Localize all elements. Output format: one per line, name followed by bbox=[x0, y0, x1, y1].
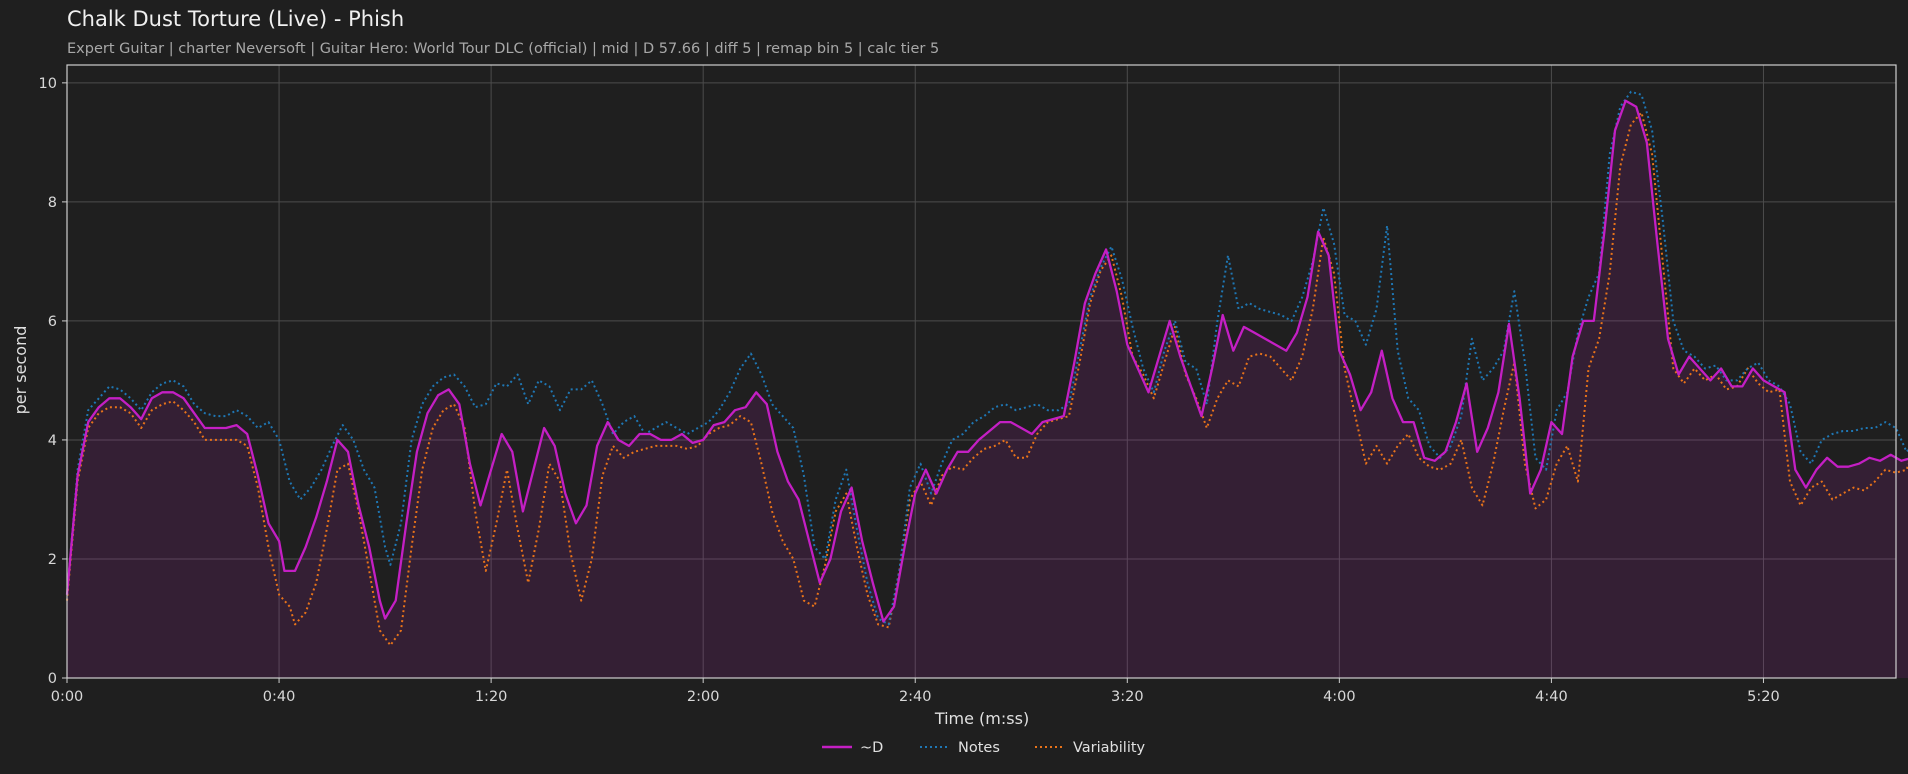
x-axis-label: Time (m:ss) bbox=[934, 709, 1029, 728]
x-tick-label: 1:20 bbox=[475, 689, 508, 705]
x-tick-label: 0:00 bbox=[51, 689, 84, 705]
y-tick-label: 2 bbox=[48, 552, 57, 568]
y-tick-label: 4 bbox=[48, 433, 57, 449]
legend-label: Variability bbox=[1073, 740, 1146, 756]
x-axis-ticks: 0:00 0:40 1:20 2:00 2:40 3:20 4:00 4:40 5:20 bbox=[51, 678, 1780, 705]
x-tick-label: 3:20 bbox=[1111, 689, 1144, 705]
x-tick-label: 0:40 bbox=[263, 689, 296, 705]
x-tick-label: 5:20 bbox=[1747, 689, 1780, 705]
x-tick-label: 2:40 bbox=[899, 689, 932, 705]
chart-title: Chalk Dust Torture (Live) - Phish bbox=[67, 7, 405, 31]
legend-item-variability: Variability bbox=[1035, 740, 1146, 756]
plot-frame bbox=[66, 64, 1897, 679]
y-axis-label: per second bbox=[11, 326, 30, 415]
legend-label: ~D bbox=[860, 740, 883, 756]
series-line-notes bbox=[66, 90, 1908, 626]
series-fill-d bbox=[67, 100, 1908, 678]
legend-item-notes: Notes bbox=[920, 740, 1000, 756]
y-tick-label: 8 bbox=[48, 195, 57, 211]
series-line-variability bbox=[66, 111, 1908, 647]
x-tick-label: 4:00 bbox=[1323, 689, 1356, 705]
x-tick-label: 4:40 bbox=[1535, 689, 1568, 705]
y-tick-label: 0 bbox=[48, 671, 57, 687]
y-tick-label: 10 bbox=[39, 76, 57, 92]
area-fill bbox=[67, 100, 1908, 678]
series-line-d bbox=[65, 99, 1908, 623]
series-lines bbox=[65, 90, 1908, 647]
y-axis-ticks: 0 2 4 6 8 10 bbox=[39, 76, 67, 687]
legend-label: Notes bbox=[958, 740, 1000, 756]
legend: ~D Notes Variability bbox=[822, 740, 1146, 756]
chart-subtitle: Expert Guitar | charter Neversoft | Guit… bbox=[67, 41, 940, 57]
x-tick-label: 2:00 bbox=[687, 689, 720, 705]
legend-item-d: ~D bbox=[822, 740, 883, 756]
y-tick-label: 6 bbox=[48, 314, 57, 330]
